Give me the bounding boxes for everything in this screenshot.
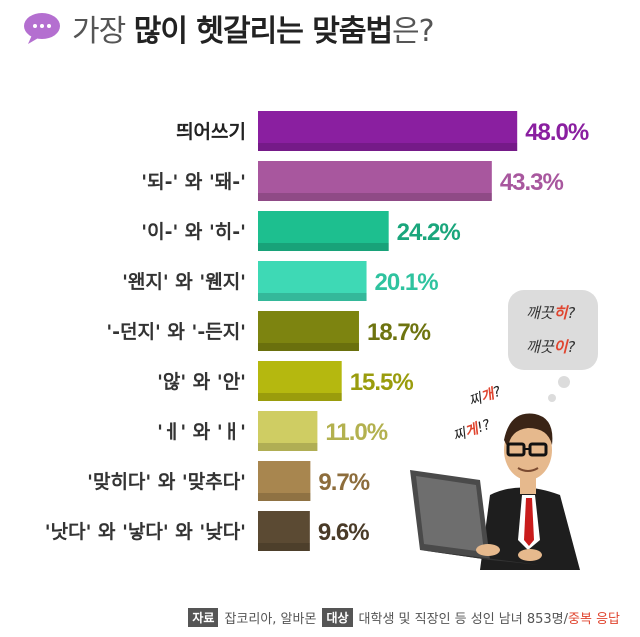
chat-bubble-icon bbox=[22, 11, 62, 45]
bar-shade bbox=[258, 193, 492, 201]
bar-shade bbox=[258, 393, 342, 401]
value-label: 20.1% bbox=[375, 269, 439, 296]
value-label: 9.6% bbox=[318, 519, 369, 546]
value-label: 18.7% bbox=[367, 319, 431, 346]
bar bbox=[258, 161, 492, 201]
target-text: 대학생 및 직장인 등 성인 남녀 853명/중복 응답 bbox=[358, 612, 620, 627]
bar-shade bbox=[258, 293, 367, 301]
category-label: 'ㅔ' 와 'ㅐ' bbox=[157, 421, 246, 443]
value-label: 15.5% bbox=[350, 369, 414, 396]
category-label: '-던지' 와 '-든지' bbox=[106, 321, 246, 343]
thought-line-1: 깨끗히? bbox=[526, 304, 576, 322]
source-text: 잡코리아, 알바몬 bbox=[224, 612, 317, 627]
category-label: '낫다' 와 '낳다' 와 '낮다' bbox=[45, 521, 246, 543]
source-tag: 자료 bbox=[188, 608, 219, 627]
bar bbox=[258, 411, 318, 451]
value-label: 43.3% bbox=[500, 169, 564, 196]
bar-shade bbox=[258, 493, 311, 501]
value-label: 9.7% bbox=[318, 469, 369, 496]
target-tag: 대상 bbox=[322, 608, 353, 627]
value-label: 24.2% bbox=[397, 219, 461, 246]
man-at-laptop-illustration bbox=[410, 413, 580, 570]
bar bbox=[258, 211, 389, 251]
thought-dot bbox=[558, 376, 570, 388]
category-label: '이-' 와 '히-' bbox=[141, 221, 246, 243]
bar-shade bbox=[258, 343, 359, 351]
bar-shade bbox=[258, 143, 518, 151]
category-label: '되-' 와 '돼-' bbox=[141, 171, 246, 193]
category-label: '않' 와 '안' bbox=[157, 371, 246, 393]
bar bbox=[258, 511, 310, 551]
bar bbox=[258, 261, 367, 301]
thought-dot bbox=[548, 394, 556, 402]
category-label: '맞히다' 와 '맞추다' bbox=[87, 471, 246, 493]
bar bbox=[258, 461, 311, 501]
header: 가장 많이 헷갈리는 맞춤법은? bbox=[22, 8, 435, 49]
bar-shade bbox=[258, 443, 318, 451]
page-title: 가장 많이 헷갈리는 맞춤법은? bbox=[72, 14, 435, 49]
thought-line-2: 깨끗이? bbox=[526, 338, 576, 356]
bar bbox=[258, 311, 359, 351]
bar bbox=[258, 361, 342, 401]
value-label: 48.0% bbox=[525, 119, 589, 146]
category-label: '왠지' 와 '웬지' bbox=[122, 271, 246, 293]
bar bbox=[258, 111, 518, 151]
bar-shade bbox=[258, 543, 310, 551]
footer: 자료 잡코리아, 알바몬 대상 대학생 및 직장인 등 성인 남녀 853명/중… bbox=[188, 608, 620, 627]
thought-bubble: 깨끗히? 깨끗이? bbox=[508, 290, 598, 370]
bar-shade bbox=[258, 243, 389, 251]
category-label: 띄어쓰기 bbox=[176, 121, 246, 143]
value-label: 11.0% bbox=[325, 419, 387, 446]
